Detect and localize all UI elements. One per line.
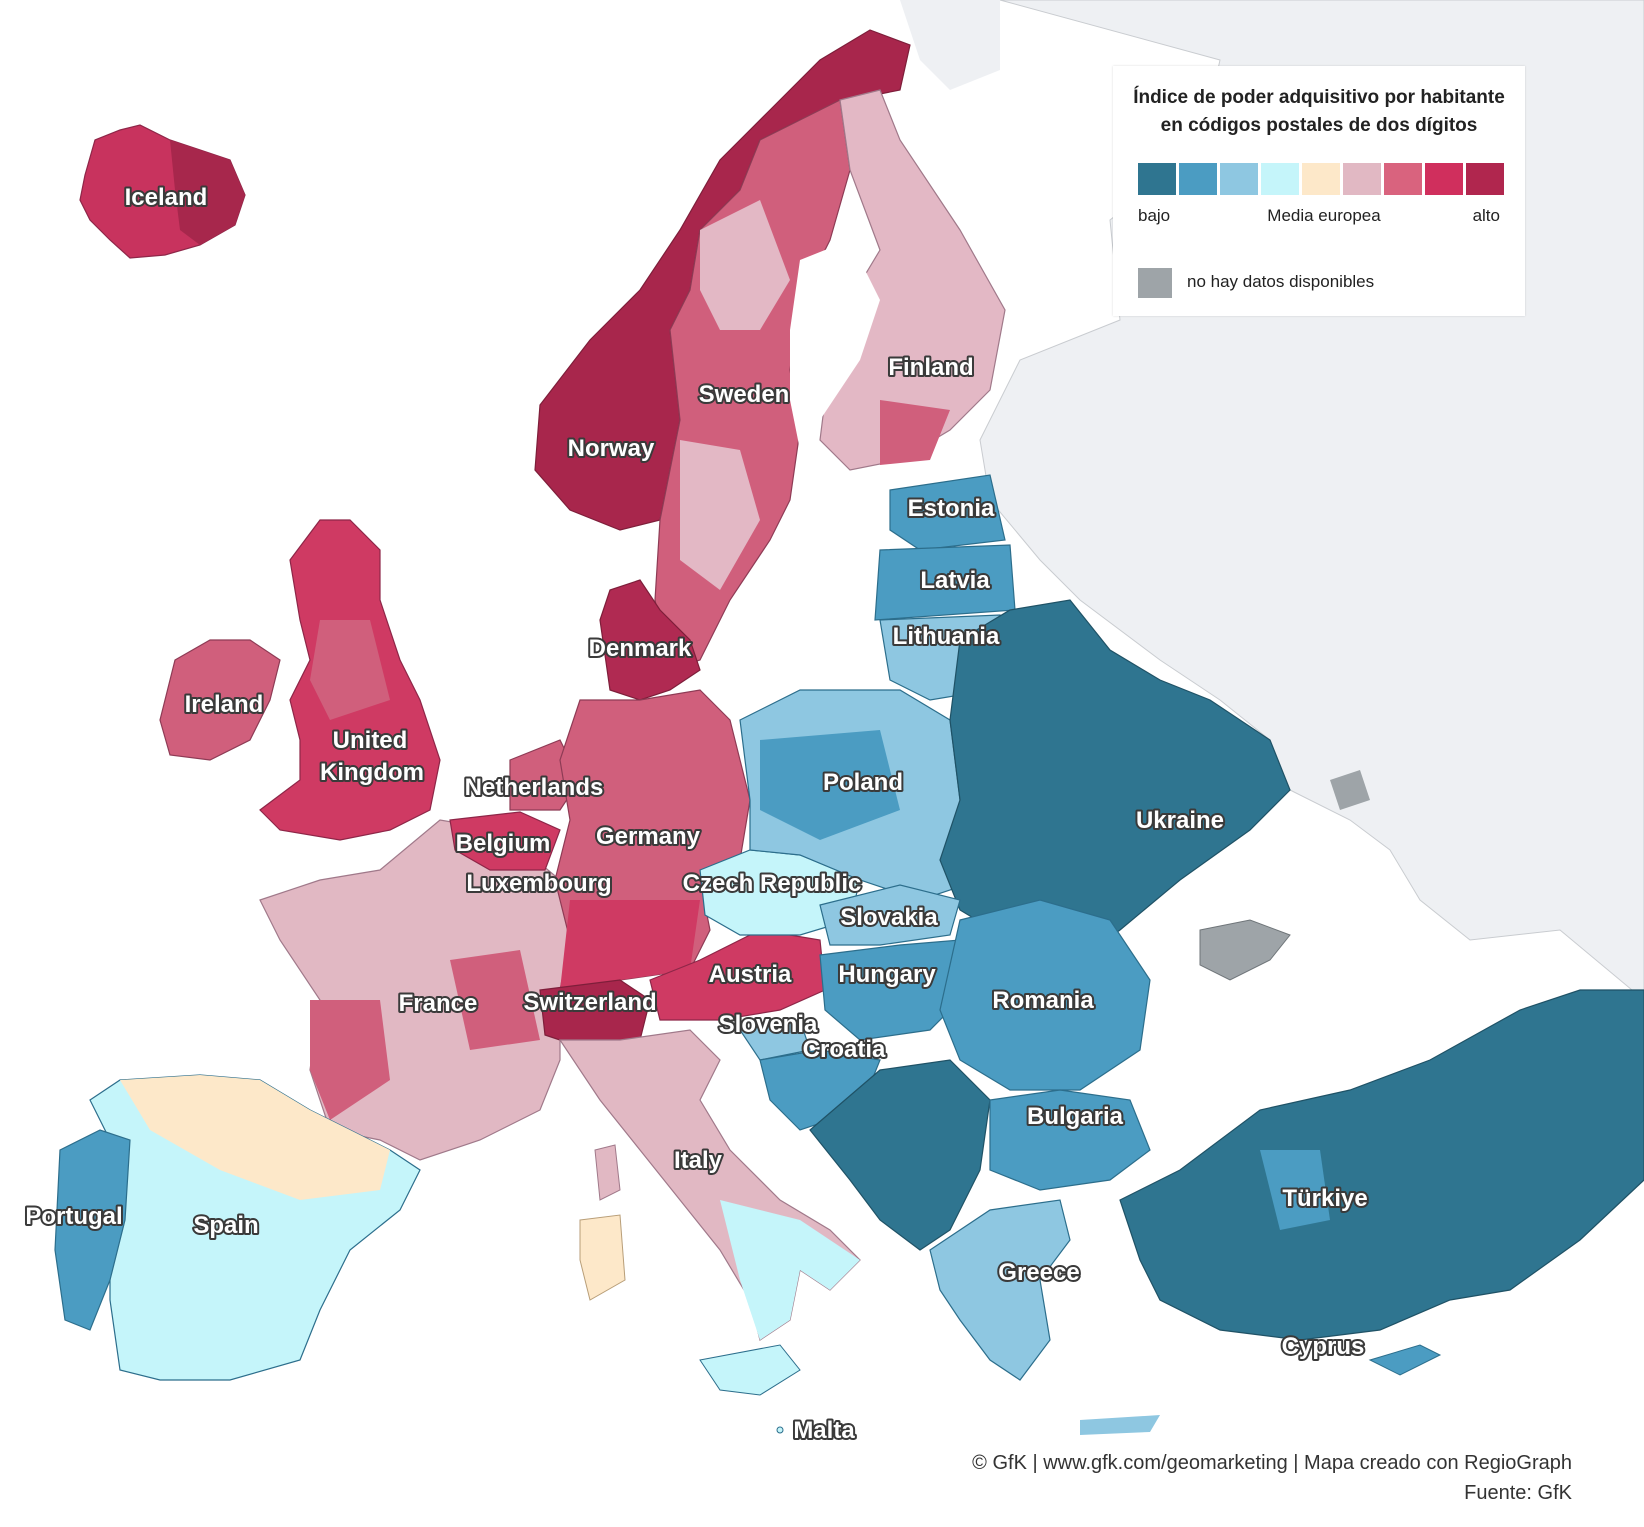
label-norway: Norway: [568, 435, 655, 462]
credit: © GfK | www.gfk.com/geomarketing | Mapa …: [972, 1448, 1572, 1508]
balkans-shape: [809, 1059, 991, 1251]
label-france: France: [399, 990, 478, 1017]
bulgaria-shape: [989, 1089, 1151, 1191]
legend-swatch-3: [1220, 163, 1258, 195]
estonia-shape: [889, 474, 1006, 551]
legend-title-line2: en códigos postales de dos dígitos: [1160, 115, 1478, 136]
label-germany: Germany: [596, 823, 701, 850]
legend-swatch-9: [1466, 163, 1504, 195]
credit-line2: Fuente: GfK: [1464, 1482, 1572, 1504]
france-pink2: [450, 950, 540, 1050]
cyprus-shape: [1368, 1344, 1442, 1376]
crete-shape: [1080, 1415, 1160, 1435]
legend-swatch-6: [1343, 163, 1381, 195]
uk-mid: [310, 620, 390, 720]
denmark-shape: [599, 579, 701, 701]
france-pink1: [310, 1000, 390, 1120]
donbas-nodata: [1330, 770, 1370, 810]
legend-scale: [1138, 163, 1507, 195]
legend-title-line1: Índice de poder adquisitivo por habitant…: [1133, 87, 1505, 108]
legend-swatch-2: [1179, 163, 1217, 195]
legend-mid-label: Media europea: [1267, 206, 1381, 225]
label-austria: Austria: [709, 961, 792, 988]
label-uk2: Kingdom: [320, 759, 424, 786]
greece-shape: [929, 1199, 1071, 1381]
poland-mid: [760, 730, 900, 840]
legend-swatch-8: [1425, 163, 1463, 195]
label-luxembourg: Luxembourg: [466, 870, 611, 897]
baltic-sea: [790, 240, 880, 450]
label-romania: Romania: [992, 987, 1094, 1014]
label-belgium: Belgium: [456, 830, 551, 857]
sicily-shape: [699, 1344, 801, 1396]
label-slovakia: Slovakia: [840, 904, 938, 931]
label-netherlands: Netherlands: [465, 774, 604, 801]
spain-north: [120, 1075, 390, 1200]
label-croatia: Croatia: [803, 1036, 886, 1063]
corsica-shape: [594, 1144, 621, 1201]
legend-swatch-4: [1261, 163, 1299, 195]
label-ukraine: Ukraine: [1136, 807, 1224, 834]
label-hungary: Hungary: [838, 961, 936, 988]
credit-line1: © GfK | www.gfk.com/geomarketing | Mapa …: [972, 1452, 1572, 1474]
turkiye-shape: [1119, 989, 1644, 1341]
label-malta: Malta: [793, 1417, 855, 1444]
legend-swatch-1: [1138, 163, 1176, 195]
turkiye-light: [1260, 1150, 1330, 1230]
label-slovenia: Slovenia: [719, 1011, 818, 1038]
country-labels: Iceland Norway Sweden Finland Estonia Latvia L…: [23, 182, 1369, 1446]
label-italy: Italy: [674, 1147, 723, 1174]
label-czech: Czech Republic: [683, 870, 862, 897]
portugal-shape: [54, 1129, 131, 1331]
slovenia-shape: [738, 1019, 811, 1061]
sweden-light2: [680, 440, 760, 590]
ireland-shape: [159, 639, 281, 761]
legend-swatch-5: [1302, 163, 1340, 195]
label-estonia: Estonia: [908, 495, 995, 522]
label-turkiye: Türkiye: [1282, 1185, 1367, 1212]
legend-low-label: bajo: [1138, 206, 1171, 225]
russia-west-land: [900, 0, 1000, 90]
slovakia-shape: [819, 884, 961, 946]
label-spain: Spain: [193, 1212, 258, 1239]
sweden-light: [700, 200, 790, 330]
label-finland: Finland: [888, 354, 973, 381]
malta-shape: [776, 1426, 784, 1434]
label-portugal: Portugal: [25, 1203, 122, 1230]
label-poland: Poland: [823, 769, 903, 796]
germany-south: [560, 900, 700, 990]
iceland-east: [170, 140, 245, 245]
romania-shape: [939, 899, 1151, 1091]
legend-swatch-7: [1384, 163, 1422, 195]
finland-south: [880, 400, 950, 465]
label-iceland: Iceland: [125, 184, 208, 211]
label-denmark: Denmark: [589, 635, 692, 662]
legend-high-label: alto: [1472, 206, 1500, 225]
legend-nodata-label: no hay datos disponibles: [1187, 272, 1375, 291]
label-switzerland: Switzerland: [523, 989, 656, 1016]
label-latvia: Latvia: [920, 567, 990, 594]
label-cyprus: Cyprus: [1282, 1333, 1365, 1360]
label-bulgaria: Bulgaria: [1027, 1103, 1124, 1130]
belgium-shape: [449, 811, 561, 871]
legend-nodata-swatch: [1138, 268, 1172, 298]
legend-title: Índice de poder adquisitivo por habitant…: [1113, 84, 1525, 140]
legend: Índice de poder adquisitivo por habitant…: [1113, 66, 1525, 316]
italy-south: [720, 1200, 860, 1340]
ukraine-shape: [939, 599, 1291, 961]
label-lithuania: Lithuania: [893, 623, 1000, 650]
sardinia-shape: [579, 1214, 626, 1301]
label-greece: Greece: [998, 1259, 1079, 1286]
label-uk1: United: [333, 727, 408, 754]
label-ireland: Ireland: [185, 691, 264, 718]
crimea-nodata: [1199, 919, 1291, 981]
label-sweden: Sweden: [699, 381, 790, 408]
